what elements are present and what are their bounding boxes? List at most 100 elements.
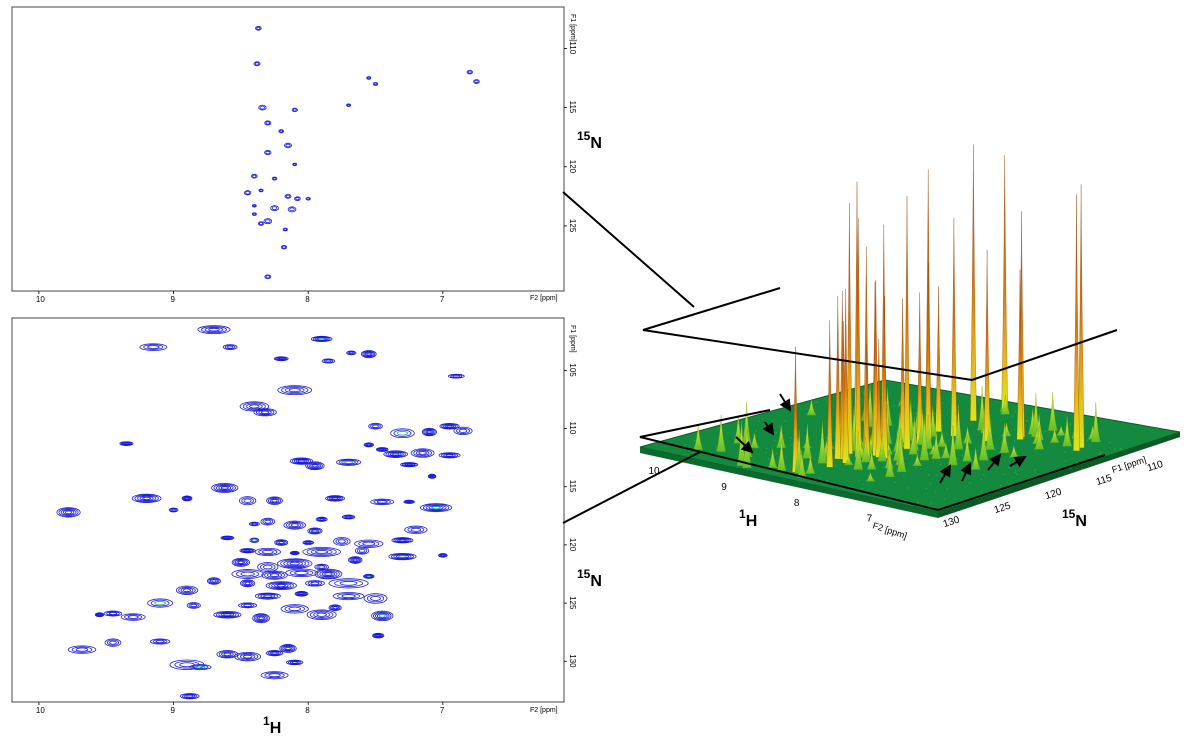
surface-peak-tall (792, 346, 799, 473)
surface-peak-tall (935, 286, 942, 432)
surface-peak-low (865, 472, 876, 482)
contour-peak (251, 212, 257, 216)
contour-peak (119, 441, 134, 446)
contour-peak (354, 539, 384, 548)
floor-speck (936, 475, 938, 477)
floor-speck (710, 452, 713, 454)
contour-peak (260, 671, 289, 680)
contour-peak (447, 373, 465, 379)
contour-peak (304, 580, 325, 587)
x-tick-label: 9 (171, 706, 176, 715)
lower-connector-line (562, 451, 701, 524)
surface-floor-side (938, 432, 1180, 518)
surface-x-tick-label: 9 (721, 482, 727, 493)
bottom-spectrum-panel: 10 9 8 7 105 110 115 120 125 130 F2 [ppm] F1 [pp… (11, 317, 577, 715)
surface-peak-low (776, 438, 787, 471)
contour-peak (263, 218, 273, 225)
peak-arrow (939, 464, 952, 484)
contour-peak (302, 540, 314, 545)
contour-peak (207, 577, 221, 585)
floor-speck (922, 414, 925, 416)
contour-peak (150, 638, 171, 645)
y-tick-label: 120 (568, 538, 577, 552)
contour-peak (216, 650, 239, 659)
surface-z-tick-label: 115 (1095, 473, 1114, 489)
floor-speck (1081, 468, 1083, 470)
contour-peak (332, 592, 365, 601)
contour-peak (346, 103, 351, 107)
contour-peak (291, 107, 298, 113)
floor-speck (955, 497, 957, 499)
floor-speck (1099, 453, 1101, 455)
y-tick-label: 125 (568, 596, 577, 610)
surface-peak-low (853, 431, 863, 470)
floor-speck (929, 482, 931, 485)
surface-peak-tall (854, 218, 862, 458)
contour-peak (94, 612, 105, 618)
floor-speck (1008, 466, 1010, 469)
surface-peak-low (962, 434, 972, 462)
floor-speck (995, 456, 997, 459)
contour-peak (258, 188, 264, 193)
contour-peak (371, 610, 394, 622)
contour-peak (366, 76, 372, 80)
contour-peak (383, 450, 409, 458)
floor-speck (901, 498, 903, 501)
floor-speck (791, 444, 793, 446)
top-nucleus-label: 15N (577, 129, 602, 152)
floor-speck (1064, 460, 1066, 462)
floor-speck (946, 488, 948, 490)
floor-speck (863, 392, 865, 394)
floor-speck (930, 502, 932, 504)
surface-peak-low (1000, 395, 1011, 415)
floor-speck (1086, 439, 1089, 441)
floor-speck (994, 449, 996, 451)
contour-peak (282, 227, 288, 232)
floor-speck (1015, 473, 1018, 475)
contour-peak (420, 503, 453, 513)
surface-peak-low (1049, 427, 1060, 443)
floor-speck (819, 477, 821, 479)
peak-arrow (1009, 455, 1027, 468)
contour-peak (274, 539, 289, 546)
surface-peak-tall (903, 196, 911, 450)
floor-speck (999, 484, 1002, 487)
contour-peak (363, 573, 375, 579)
contour-peak (255, 26, 262, 31)
surface-peak-tall (924, 262, 932, 440)
surface-z-tick-label: 125 (993, 500, 1013, 516)
surface-peak-tall (1001, 155, 1009, 413)
contour-peak (279, 644, 297, 653)
surface-peak-low (1034, 425, 1045, 450)
floor-speck (765, 448, 768, 450)
contour-peak (179, 693, 200, 700)
floor-speck (932, 461, 934, 463)
contour-peak (231, 557, 251, 567)
contour-peak (333, 537, 351, 546)
floor-speck (1003, 473, 1005, 475)
contour-peak (277, 558, 313, 569)
floor-speck (826, 479, 828, 482)
floor-speck (1029, 416, 1032, 419)
floor-speck (942, 450, 944, 452)
contour-peak (131, 493, 162, 503)
surface-peak-tall (842, 288, 850, 464)
nitrogen-axis-label-3d: 15N (1062, 507, 1087, 530)
top-spectrum-peaks (243, 26, 480, 280)
floor-speck (775, 452, 778, 455)
contour-peak (254, 547, 281, 556)
contour-peak (238, 496, 257, 506)
surface-peak-low (776, 424, 786, 448)
x-tick-label: 9 (171, 295, 176, 304)
surface-x-axis-label: F2 [ppm] (871, 520, 908, 540)
contour-peak (231, 569, 264, 579)
bottom-spectrum-y-axis-label: F1 [ppm] (569, 325, 576, 353)
surface-peak-tall (950, 217, 958, 437)
surface-peak-low (908, 431, 919, 455)
contour-peak (168, 507, 179, 513)
contour-peak (286, 659, 304, 666)
floor-speck (1012, 415, 1014, 417)
bottom-spectrum-x-ticks: 10 9 8 7 (36, 702, 445, 715)
floor-speck (928, 474, 930, 476)
contour-peak (243, 190, 252, 196)
